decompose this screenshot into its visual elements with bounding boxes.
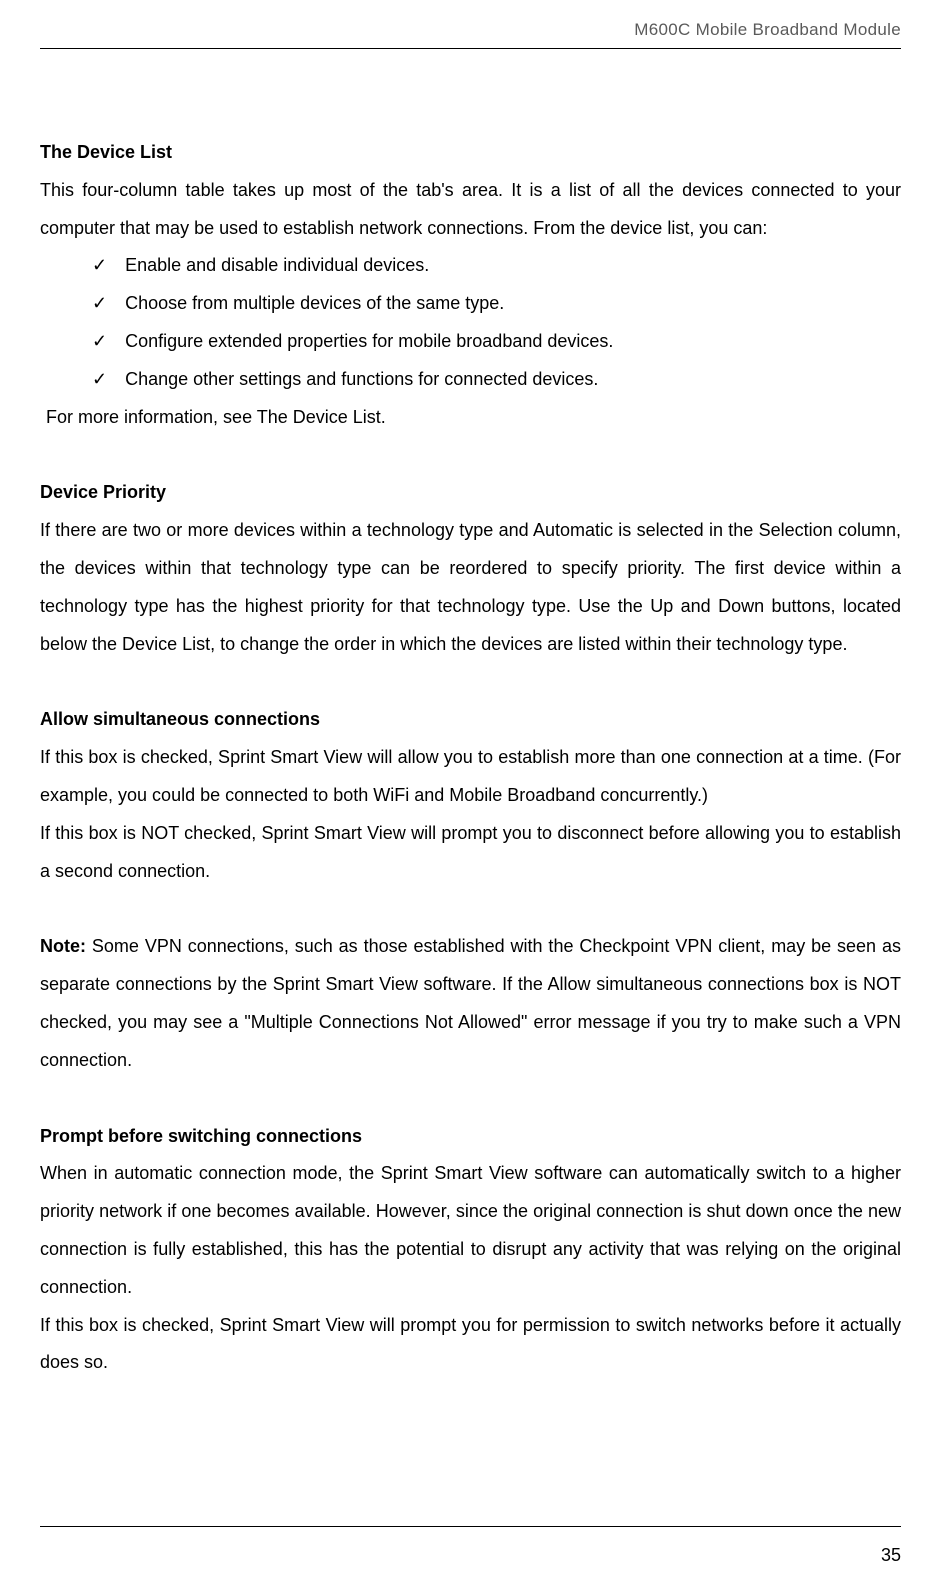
page-footer: 35 [40,1526,901,1566]
allow-simultaneous-body1: If this box is checked, Sprint Smart Vie… [40,739,901,815]
list-item: ✓ Choose from multiple devices of the sa… [92,285,901,323]
note-body: Some VPN connections, such as those esta… [40,936,901,1069]
allow-simultaneous-body2: If this box is NOT checked, Sprint Smart… [40,815,901,891]
section-gap [40,663,901,701]
device-list-after: For more information, see The Device Lis… [40,399,901,437]
device-priority-heading: Device Priority [40,474,901,512]
allow-simultaneous-heading: Allow simultaneous connections [40,701,901,739]
check-icon: ✓ [92,285,107,323]
section-gap [40,436,901,474]
bullet-text: Choose from multiple devices of the same… [125,285,901,323]
note-paragraph: Note: Some VPN connections, such as thos… [40,928,901,1079]
page-number: 35 [881,1545,901,1565]
page-container: M600C Mobile Broadband Module The Device… [0,0,941,1596]
page-content: The Device List This four-column table t… [40,49,901,1526]
list-item: ✓ Enable and disable individual devices. [92,247,901,285]
check-icon: ✓ [92,323,107,361]
check-icon: ✓ [92,247,107,285]
header-title: M600C Mobile Broadband Module [634,20,901,39]
bullet-text: Change other settings and functions for … [125,361,901,399]
page-header: M600C Mobile Broadband Module [40,20,901,49]
bullet-text: Configure extended properties for mobile… [125,323,901,361]
section-gap [40,1080,901,1118]
device-list-heading: The Device List [40,134,901,172]
prompt-switch-heading: Prompt before switching connections [40,1118,901,1156]
section-gap [40,890,901,928]
prompt-switch-body1: When in automatic connection mode, the S… [40,1155,901,1306]
device-priority-body: If there are two or more devices within … [40,512,901,663]
check-icon: ✓ [92,361,107,399]
list-item: ✓ Configure extended properties for mobi… [92,323,901,361]
bullet-text: Enable and disable individual devices. [125,247,901,285]
prompt-switch-body2: If this box is checked, Sprint Smart Vie… [40,1307,901,1383]
note-label: Note: [40,936,86,956]
device-list-intro: This four-column table takes up most of … [40,172,901,248]
device-list-bullets: ✓ Enable and disable individual devices.… [40,247,901,398]
list-item: ✓ Change other settings and functions fo… [92,361,901,399]
